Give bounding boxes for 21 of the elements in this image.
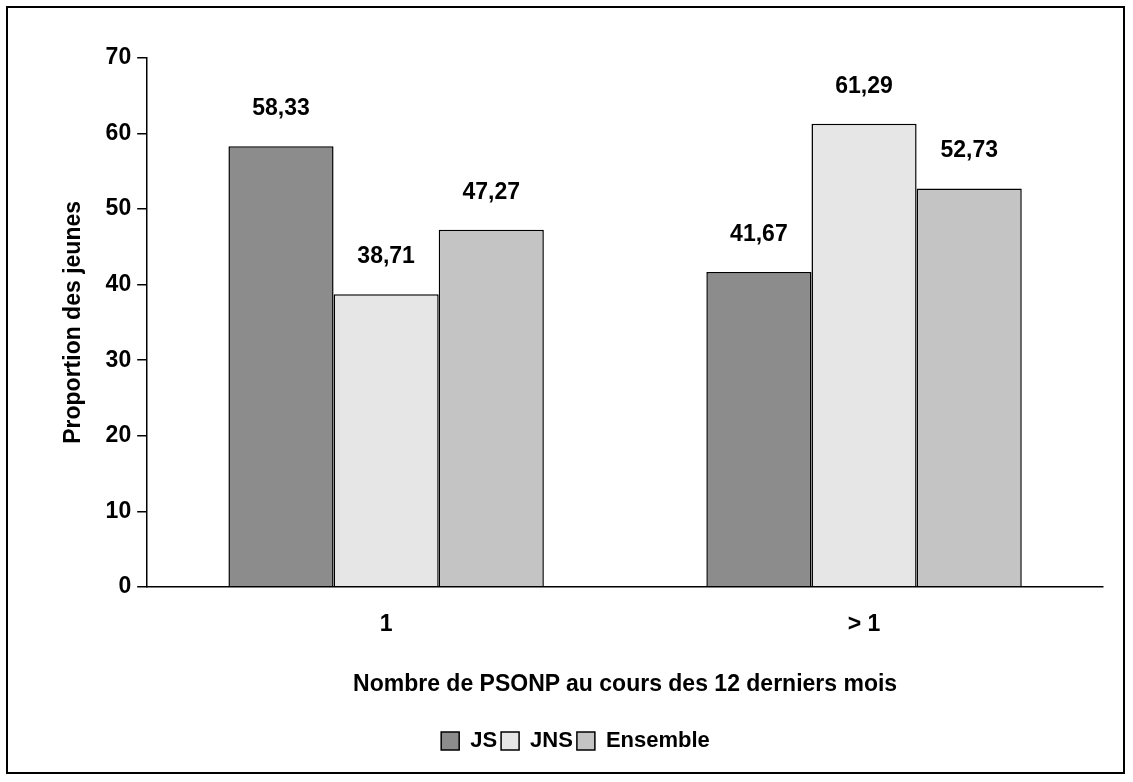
data-label: 52,73 [940, 136, 998, 163]
y-tick-label: 20 [105, 421, 132, 448]
x-tick-label: 1 [379, 609, 393, 636]
y-tick-label: 70 [105, 43, 132, 70]
y-tick-label: 30 [105, 345, 132, 372]
x-tick-label: > 1 [847, 609, 881, 636]
data-label: 38,71 [357, 242, 416, 269]
y-tick-label: 0 [118, 572, 132, 599]
y-tick-label: 60 [105, 118, 132, 145]
data-label: 61,29 [835, 71, 893, 98]
legend-label: JS [470, 727, 498, 753]
x-axis-title: Nombre de PSONP au cours des 12 derniers mois [353, 669, 898, 696]
data-label: 58,33 [252, 94, 310, 120]
y-tick-label: 10 [105, 496, 132, 523]
y-tick-label: 50 [105, 194, 132, 221]
legend-label: Ensemble [605, 727, 710, 753]
y-axis-title: Proportion des jeunes [59, 200, 86, 444]
data-label: 47,27 [462, 177, 521, 204]
data-label: 41,67 [730, 219, 788, 246]
y-tick-label: 40 [105, 269, 132, 296]
legend-label: JNS [530, 727, 573, 753]
